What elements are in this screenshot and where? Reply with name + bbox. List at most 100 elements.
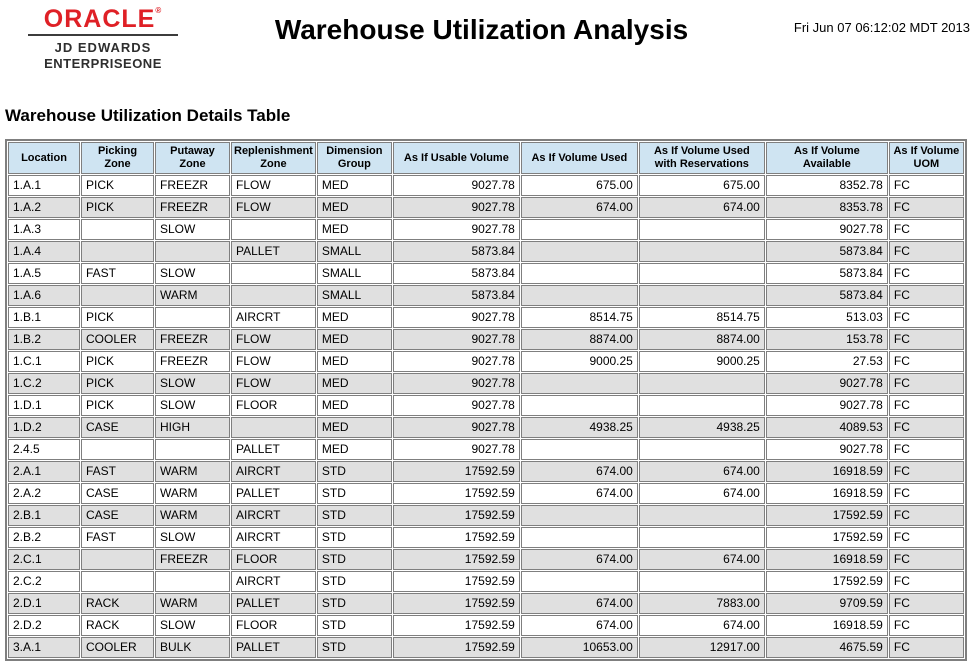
table-cell: 4938.25 (638, 417, 765, 438)
table-cell: WARM (155, 461, 230, 482)
table-row: 2.D.1 RACK WARM PALLET STD 17592.59 674.00 7883… (8, 593, 964, 614)
table-cell: STD (316, 637, 392, 658)
table-cell: FC (888, 505, 964, 526)
table-cell: 1.C.2 (8, 373, 80, 394)
table-cell: HIGH (155, 417, 230, 438)
table-cell: PICK (81, 307, 154, 328)
table-cell (81, 571, 154, 592)
table-cell: 1.A.1 (8, 175, 80, 196)
table-cell: 17592.59 (392, 549, 520, 570)
table-cell: AIRCRT (231, 505, 316, 526)
header-cell: Dimension Group (316, 142, 392, 174)
table-cell: 2.A.2 (8, 483, 80, 504)
table-cell: FAST (81, 263, 154, 284)
table-cell: 17592.59 (392, 593, 520, 614)
table-cell: 2.C.1 (8, 549, 80, 570)
table-row: 2.A.2 CASE WARM PALLET STD 17592.59 674.00 674.… (8, 483, 964, 504)
table-cell: 9027.78 (765, 219, 888, 240)
table-row: 1.A.4 PALLET SMALL 5873.84 5873.84 FC (8, 241, 964, 262)
table-cell: PALLET (231, 637, 316, 658)
table-cell: BULK (155, 637, 230, 658)
table-cell: 27.53 (765, 351, 888, 372)
table-cell: 513.03 (765, 307, 888, 328)
table-cell: 9027.78 (765, 373, 888, 394)
table-cell: 4675.59 (765, 637, 888, 658)
header-cell: As If Volume Used (520, 142, 638, 174)
table-row: 1.B.2 COOLER FREEZR FLOW MED 9027.78 8874.00 88… (8, 329, 964, 350)
table-cell (520, 241, 638, 262)
table-cell: 17592.59 (765, 505, 888, 526)
header-cell: As If Volume UOM (888, 142, 964, 174)
table-cell: WARM (155, 483, 230, 504)
table-cell: FC (888, 571, 964, 592)
table-cell: 16918.59 (765, 615, 888, 636)
table-cell: COOLER (81, 329, 154, 350)
table-cell: 675.00 (638, 175, 765, 196)
table-cell (520, 571, 638, 592)
table-cell: FC (888, 549, 964, 570)
table-cell: FAST (81, 527, 154, 548)
oracle-wordmark: ORACLE® (28, 6, 178, 32)
table-cell: 16918.59 (765, 549, 888, 570)
table-cell: FC (888, 351, 964, 372)
table-cell: 9027.78 (392, 307, 520, 328)
table-cell: 16918.59 (765, 483, 888, 504)
table-cell: MED (316, 197, 392, 218)
table-cell: FLOOR (231, 549, 316, 570)
table-cell: RACK (81, 593, 154, 614)
table-cell: PALLET (231, 241, 316, 262)
header-cell: As If Volume Available (765, 142, 888, 174)
table-cell: 5873.84 (392, 241, 520, 262)
table-cell: FC (888, 395, 964, 416)
table-cell: 674.00 (520, 549, 638, 570)
table-cell: MED (316, 329, 392, 350)
table-cell: 2.A.1 (8, 461, 80, 482)
table-cell: FC (888, 417, 964, 438)
table-cell: FLOW (231, 329, 316, 350)
table-cell: MED (316, 439, 392, 460)
table-cell: 17592.59 (392, 505, 520, 526)
header-cell: Location (8, 142, 80, 174)
table-cell: AIRCRT (231, 307, 316, 328)
table-cell: 675.00 (520, 175, 638, 196)
table-row: 1.A.2 PICK FREEZR FLOW MED 9027.78 674.00 674.0… (8, 197, 964, 218)
table-cell: 9027.78 (392, 351, 520, 372)
table-row: 3.A.1 COOLER BULK PALLET STD 17592.59 10653.00… (8, 637, 964, 658)
table-row: 2.A.1 FAST WARM AIRCRT STD 17592.59 674.00 674.… (8, 461, 964, 482)
table-cell (155, 307, 230, 328)
table-cell (638, 439, 765, 460)
table-cell: 5873.84 (765, 241, 888, 262)
table-cell: CASE (81, 417, 154, 438)
table-row: 1.D.1 PICK SLOW FLOOR MED 9027.78 9027.78 FC (8, 395, 964, 416)
table-cell: 3.A.1 (8, 637, 80, 658)
table-cell: FC (888, 241, 964, 262)
table-cell: 153.78 (765, 329, 888, 350)
table-cell: 2.B.1 (8, 505, 80, 526)
table-cell: 1.A.6 (8, 285, 80, 306)
table-cell: 674.00 (638, 461, 765, 482)
table-cell: STD (316, 571, 392, 592)
table-cell: MED (316, 219, 392, 240)
table-cell (81, 549, 154, 570)
report-datetime: Fri Jun 07 06:12:02 MDT 2013 (793, 20, 970, 35)
table-row: 2.4.5 PALLET MED 9027.78 9027.78 FC (8, 439, 964, 460)
table-cell: 17592.59 (765, 571, 888, 592)
table-row: 1.C.2 PICK SLOW FLOW MED 9027.78 9027.78 FC (8, 373, 964, 394)
table-cell: SMALL (316, 285, 392, 306)
table-cell (520, 395, 638, 416)
table-cell: FAST (81, 461, 154, 482)
table-cell: STD (316, 527, 392, 548)
table-body: 1.A.1 PICK FREEZR FLOW MED 9027.78 675.00 675.0… (8, 175, 964, 658)
table-cell: FC (888, 637, 964, 658)
logo-jd-edwards: JD EDWARDS (54, 40, 152, 55)
header-cell: As If Usable Volume (392, 142, 520, 174)
table-cell: STD (316, 549, 392, 570)
table-cell: SMALL (316, 263, 392, 284)
table-cell: 9709.59 (765, 593, 888, 614)
table-cell (81, 439, 154, 460)
section-title: Warehouse Utilization Details Table (5, 106, 291, 125)
table-cell: CASE (81, 505, 154, 526)
table-cell: SLOW (155, 219, 230, 240)
table-cell: 17592.59 (392, 571, 520, 592)
table-cell: FC (888, 285, 964, 306)
